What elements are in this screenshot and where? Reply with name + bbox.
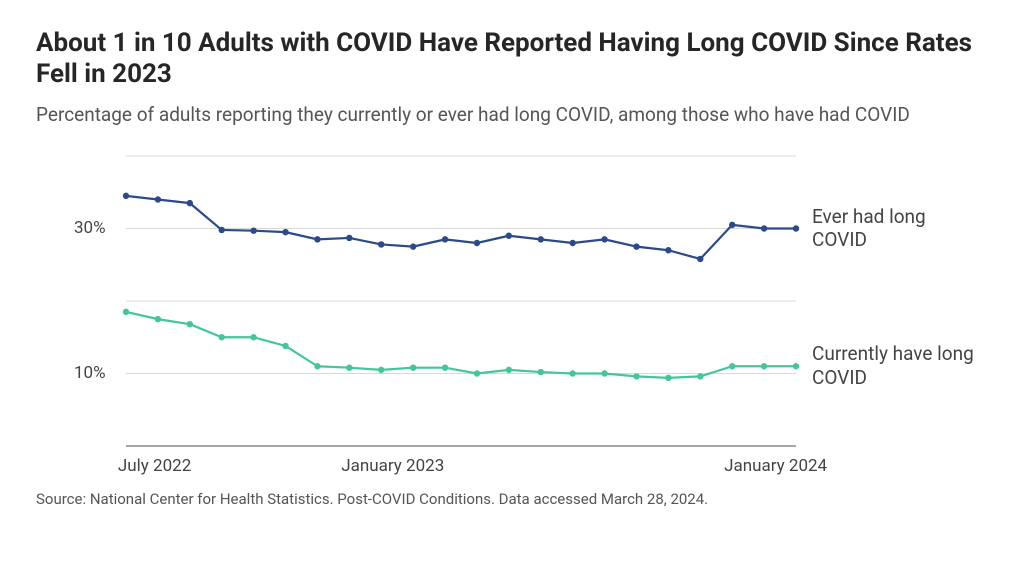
x-tick-january-2023: January 2023	[341, 456, 444, 476]
chart-subtitle: Percentage of adults reporting they curr…	[36, 102, 988, 128]
source-note: Source: National Center for Health Stati…	[36, 490, 988, 508]
y-tick-10: 10%	[74, 363, 106, 383]
chart-area: 30% 10% July 2022 January 2023 January 2…	[36, 146, 988, 476]
y-tick-30: 30%	[74, 218, 106, 238]
series-label-currently: Currently have long COVID	[812, 342, 982, 390]
x-tick-july-2022: July 2022	[118, 456, 191, 476]
chart-title: About 1 in 10 Adults with COVID Have Rep…	[36, 28, 988, 90]
x-tick-january-2024: January 2024	[724, 456, 827, 476]
line-chart-svg	[36, 146, 988, 476]
series-label-ever: Ever had long COVID	[812, 205, 982, 253]
